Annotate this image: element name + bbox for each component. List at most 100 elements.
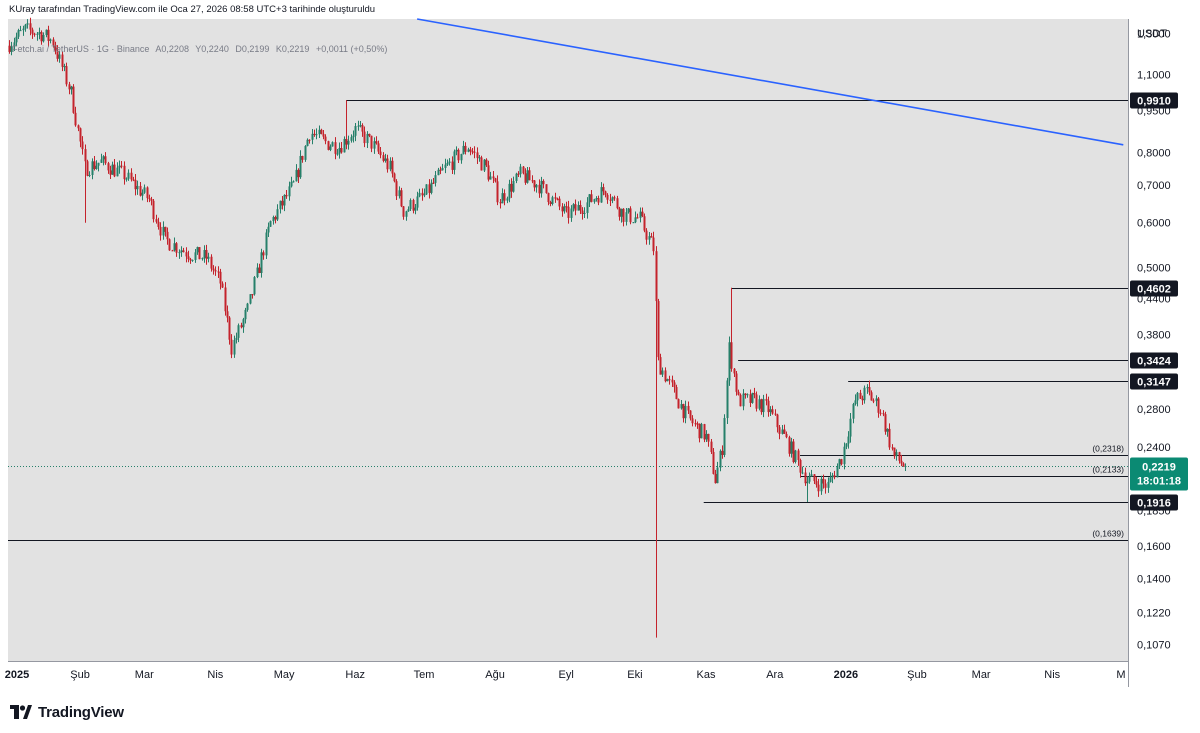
candle-body <box>237 325 240 338</box>
candle-body <box>595 198 598 200</box>
candle-body <box>288 186 291 197</box>
candle-body <box>464 145 467 152</box>
candle-body <box>187 256 190 260</box>
candle-body <box>201 258 204 260</box>
candle-body <box>496 181 499 203</box>
candle-body <box>684 405 687 419</box>
candle-body <box>13 42 16 47</box>
candle-body <box>265 232 268 256</box>
candle-body <box>361 125 364 132</box>
descending-trendline[interactable] <box>416 18 1124 146</box>
level-label-7: (0,1639) <box>1092 529 1124 539</box>
candle-body <box>444 164 447 168</box>
chart-frame[interactable]: USDT 1,3000 1,1000 0,9500 0,8000 0,7000 0,6000… <box>0 17 1200 688</box>
candle-body <box>776 414 779 428</box>
x-tick-label-3: Nis <box>207 669 223 681</box>
candle-body <box>893 447 896 457</box>
candle-body <box>22 28 25 31</box>
candle-body <box>214 270 217 272</box>
candle-body <box>324 136 327 142</box>
x-tick-label-1: Şub <box>70 669 90 681</box>
y-tick-label-1: 1,1000 <box>1137 69 1171 81</box>
candle-body <box>519 166 522 175</box>
candle-body <box>485 159 488 166</box>
x-tick-label-5: Haz <box>345 669 365 681</box>
candle-body <box>171 250 174 252</box>
candle-body <box>299 155 302 178</box>
candle-body <box>285 194 288 197</box>
candle-body <box>604 191 607 195</box>
candle-body <box>636 217 639 219</box>
candle-body <box>563 206 566 212</box>
candle-body <box>306 139 309 147</box>
candle-body <box>751 392 754 403</box>
price-chart[interactable]: USDT1,30001,10000,95000,80000,70000,6000… <box>0 17 1200 688</box>
candle-body <box>340 148 343 153</box>
candle-body <box>182 250 185 253</box>
candle-body <box>233 339 236 355</box>
level-box-0 <box>1130 92 1178 109</box>
candle-body <box>441 167 444 171</box>
candle-body <box>492 176 495 179</box>
legend-high: Y0,2240 <box>195 44 229 54</box>
candle-body <box>198 247 201 260</box>
candle-body <box>258 267 261 274</box>
legend-close: K0,2219 <box>275 44 310 54</box>
candle-body <box>84 149 87 162</box>
candle-body <box>884 414 887 432</box>
candle-body <box>526 170 529 183</box>
candle-body <box>412 200 415 211</box>
candle-body <box>366 133 369 144</box>
candle-body <box>648 236 651 240</box>
candle-body <box>8 45 11 52</box>
tradingview-logo[interactable]: TradingView <box>10 702 124 722</box>
candle-body <box>97 162 100 166</box>
candle-body <box>178 252 181 254</box>
price-axis[interactable]: USDT1,30001,10000,95000,80000,70000,6000… <box>1137 28 1171 651</box>
candle-body <box>15 36 18 43</box>
candle-body <box>666 379 669 382</box>
candle-body <box>304 146 307 160</box>
candle-body <box>368 133 371 136</box>
candle-body <box>671 379 674 383</box>
candle-body <box>643 216 646 231</box>
candle-body <box>749 394 752 403</box>
plot-area[interactable] <box>8 19 1128 661</box>
candle-body <box>565 206 568 208</box>
y-tick-label-14: 0,1220 <box>1137 607 1171 619</box>
time-axis[interactable]: 2025 Şub Mar Nis May Haz Tem Ağu Eyl Eki Kas Ara 202… <box>5 669 1126 681</box>
candle-body <box>503 193 506 201</box>
candle-body <box>315 134 318 136</box>
candle-body <box>113 164 116 177</box>
candle-body <box>480 157 483 171</box>
x-tick-label-8: Eyl <box>559 669 574 681</box>
candle-body <box>107 163 110 171</box>
candle-body <box>886 428 889 432</box>
candle-body <box>125 178 128 180</box>
candle-body <box>42 34 45 42</box>
candle-body <box>249 294 252 304</box>
candle-body <box>810 474 813 477</box>
x-tick-label-14: Mar <box>972 669 991 681</box>
candle-body <box>210 256 213 269</box>
candle-body <box>721 450 724 455</box>
candle-body <box>207 256 210 259</box>
legend-symbol[interactable]: Fetch.ai / TetherUS · 1G · Binance <box>12 44 150 54</box>
candle-body <box>379 151 382 156</box>
candle-body <box>31 29 34 34</box>
candle-body <box>95 165 98 169</box>
candle-body <box>622 208 625 222</box>
candle-body <box>577 205 580 211</box>
candle-body <box>538 184 541 194</box>
candle-body <box>489 176 492 180</box>
candle-body <box>783 429 786 434</box>
level-label-1: 0,4602 <box>1137 284 1171 296</box>
candle-body <box>414 207 417 211</box>
candle-body <box>849 418 852 437</box>
candle-body <box>838 459 841 467</box>
candle-body <box>682 404 685 419</box>
candle-body <box>409 200 412 210</box>
candle-body <box>338 148 341 154</box>
candle-body <box>611 197 614 201</box>
candle-body <box>815 481 818 485</box>
